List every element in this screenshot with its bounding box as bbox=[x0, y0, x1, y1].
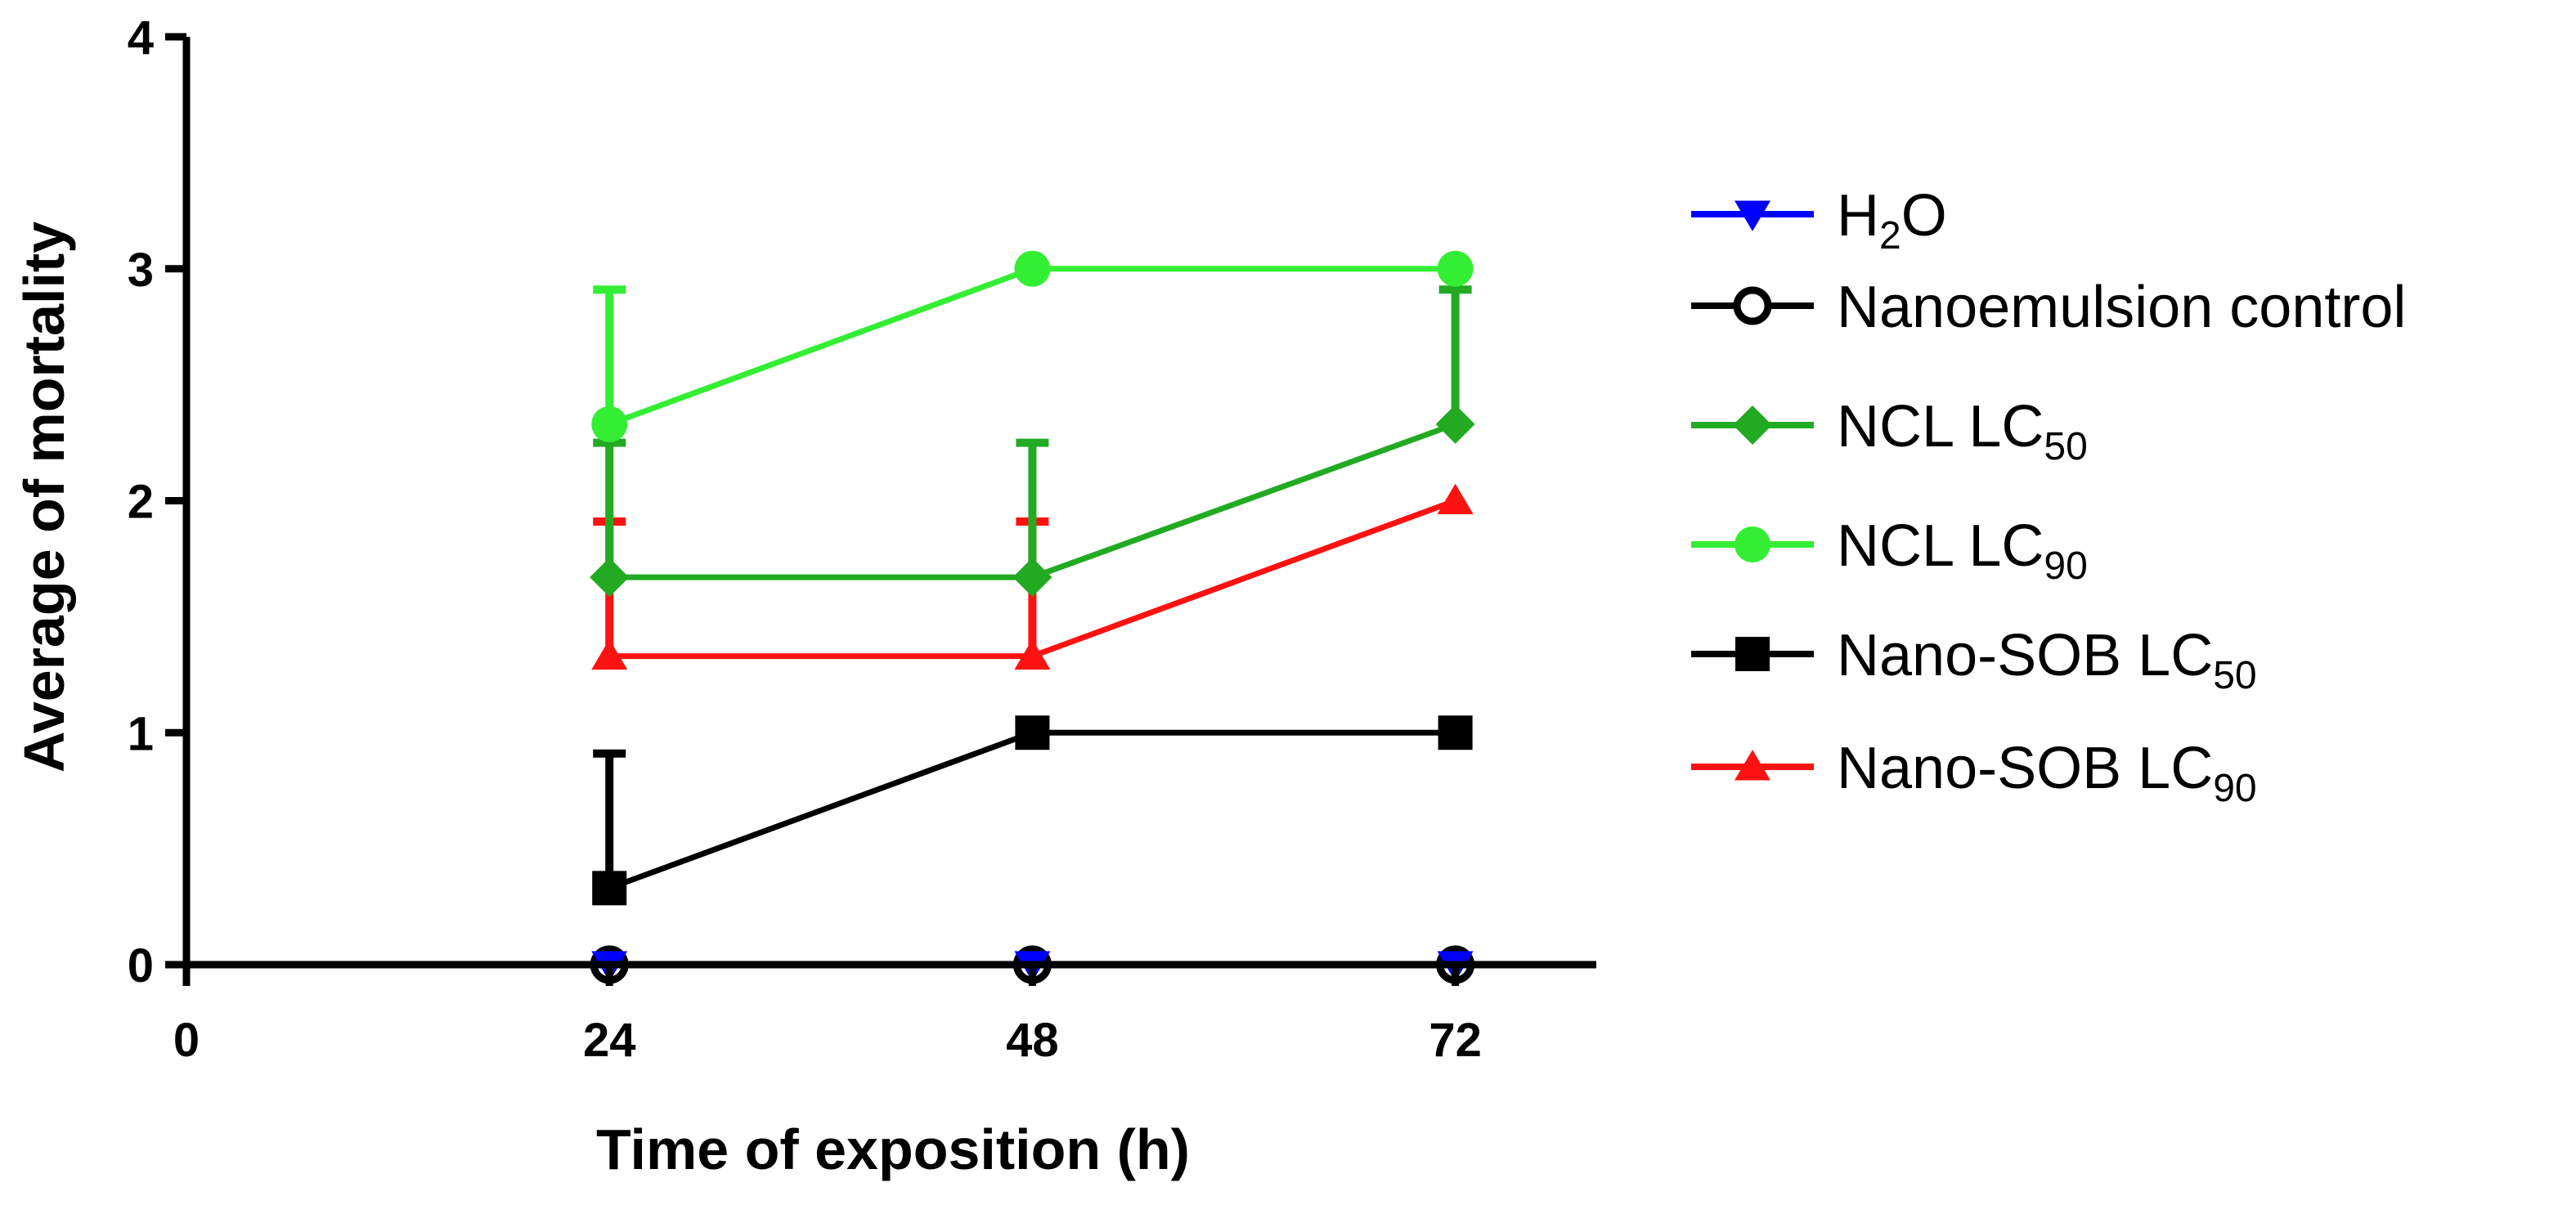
legend-subscript: 90 bbox=[2044, 544, 2087, 588]
nano-sob-lc90-point bbox=[591, 638, 628, 670]
legend-marker-nano-sob-lc50 bbox=[1735, 637, 1770, 671]
ticks: 0 1 2 3 4 0 24 48 72 bbox=[128, 11, 1482, 1067]
legend-label-h2o: H2O bbox=[1837, 183, 1947, 258]
nano-sob-lc90-point bbox=[1014, 638, 1051, 670]
ncl-lc90-point bbox=[1014, 250, 1051, 287]
legend-marker-ncl-lc50 bbox=[1733, 405, 1772, 445]
legend-marker-nano-sob-lc90 bbox=[1735, 750, 1770, 781]
legend-marker-h2o bbox=[1735, 200, 1770, 231]
y-tick-label: 4 bbox=[128, 11, 154, 65]
y-tick-label: 1 bbox=[128, 707, 154, 760]
x-tick-label: 48 bbox=[1006, 1014, 1059, 1067]
legend-text: Nano-SOB LC bbox=[1837, 736, 2213, 801]
x-tick-label: 72 bbox=[1429, 1014, 1482, 1067]
legend-text: NCL LC bbox=[1837, 394, 2044, 459]
legend-subscript: 50 bbox=[2044, 425, 2087, 468]
legend-text-after: O bbox=[1901, 183, 1947, 249]
legend-label-nano-sob-lc50: Nano-SOB LC50 bbox=[1837, 623, 2257, 697]
legend-subscript: 2 bbox=[1879, 214, 1901, 258]
legend-marker-nano-control bbox=[1733, 286, 1772, 325]
nano-sob-lc50-line bbox=[608, 729, 1456, 891]
y-tick-label: 3 bbox=[128, 244, 154, 297]
legend-text: Nanoemulsion control bbox=[1837, 275, 2406, 340]
error-bars bbox=[593, 285, 1472, 889]
nano-sob-lc50-point bbox=[592, 871, 627, 906]
legend-marker-ncl-lc90 bbox=[1735, 526, 1770, 562]
ncl-lc50-point bbox=[1012, 558, 1052, 598]
y-axis-title: Average of mortality bbox=[12, 222, 76, 773]
ncl-lc90-line bbox=[608, 266, 1456, 428]
nano-sob-lc90-point bbox=[1437, 483, 1474, 514]
x-axis-title: Time of exposition (h) bbox=[596, 1118, 1190, 1181]
legend-text: NCL LC bbox=[1837, 513, 2044, 579]
ncl-lc90-point bbox=[1437, 250, 1474, 287]
legend-label-nano-control: Nanoemulsion control bbox=[1837, 275, 2406, 340]
legend-label-ncl-lc90: NCL LC90 bbox=[1837, 513, 2088, 588]
y-tick-label: 0 bbox=[128, 939, 154, 992]
legend-subscript: 90 bbox=[2213, 767, 2256, 810]
ncl-lc90-point bbox=[591, 405, 628, 442]
nano-sob-lc50-point bbox=[1015, 715, 1050, 750]
legend-text: Nano-SOB LC bbox=[1837, 623, 2213, 688]
legend-label-nano-sob-lc90: Nano-SOB LC90 bbox=[1837, 736, 2257, 810]
ncl-lc50-point bbox=[590, 558, 630, 598]
nano-sob-lc50-point bbox=[1438, 715, 1473, 750]
axes bbox=[182, 37, 1596, 969]
legend-subscript: 50 bbox=[2213, 654, 2256, 697]
legend-label-ncl-lc50: NCL LC50 bbox=[1837, 394, 2088, 468]
y-tick-label: 2 bbox=[128, 476, 154, 529]
legend-text: H bbox=[1837, 183, 1879, 249]
ncl-lc50-point bbox=[1435, 404, 1475, 444]
x-tick-label: 0 bbox=[173, 1014, 200, 1067]
x-tick-label: 24 bbox=[583, 1014, 636, 1067]
